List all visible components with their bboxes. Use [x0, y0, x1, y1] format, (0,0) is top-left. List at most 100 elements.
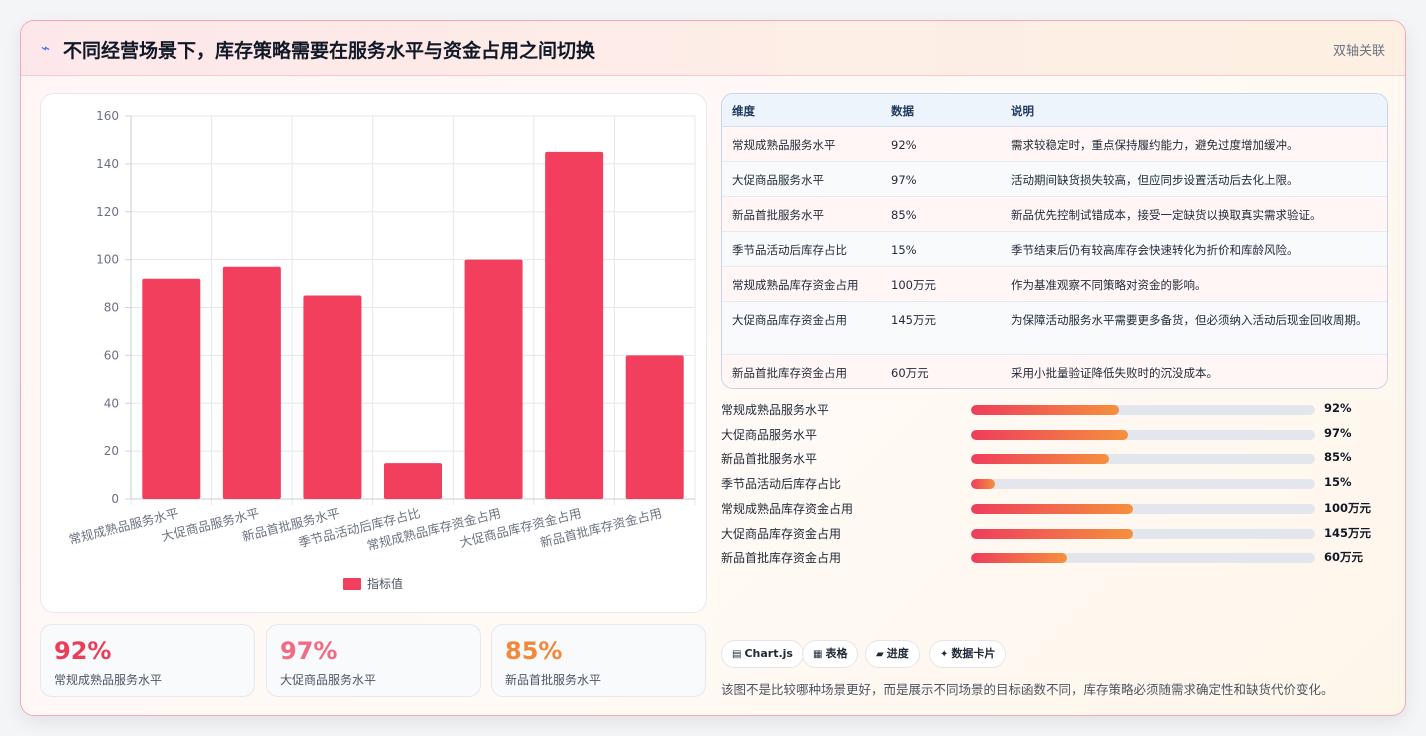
chip-table[interactable]: ▦ 表格	[802, 640, 859, 668]
progress-value: 60万元	[1324, 550, 1364, 564]
y-tick-label: 160	[96, 109, 119, 123]
header: ⌁ 不同经营场景下，库存策略需要在服务水平与资金占用之间切换 双轴关联	[21, 21, 1405, 76]
progress-value: 100万元	[1324, 501, 1372, 515]
y-tick-label: 40	[104, 396, 119, 410]
bar	[464, 259, 523, 499]
table-row: 新品首批服务水平 85% 新品优先控制试错成本，接受一定缺货以换取真实需求验证。	[722, 197, 1387, 232]
bar-chart: 020406080100120140160常规成熟品服务水平大促商品服务水平新品…	[67, 109, 696, 591]
cell-dimension: 大促商品服务水平	[732, 173, 824, 187]
cell-dimension: 大促商品库存资金占用	[732, 313, 847, 327]
cell-description: 采用小批量验证降低失败时的沉没成本。	[1011, 366, 1218, 380]
footnote: 该图不是比较哪种场景更好，而是展示不同场景的目标函数不同，库存策略必须随需求确定…	[721, 682, 1334, 697]
progress-track	[971, 454, 1315, 464]
page-title: 不同经营场景下，库存策略需要在服务水平与资金占用之间切换	[63, 40, 596, 62]
chip-chartjs[interactable]: ▤ Chart.js	[721, 640, 804, 668]
stat-value: 85%	[505, 637, 563, 665]
bar	[625, 355, 684, 499]
sparkle-icon: ✦	[940, 649, 949, 660]
chip-progress[interactable]: ▰ 进度	[865, 640, 920, 668]
table-row: 大促商品服务水平 97% 活动期间缺货损失较高，但应同步设置活动后去化上限。	[722, 162, 1387, 197]
progress-row: 季节品活动后库存占比 15%	[721, 473, 1381, 493]
bar-chart-panel: 0 20 40 60 80 100 120 140 160 常规成熟品服务水平 大促商品服务水平 新品…	[40, 93, 707, 613]
progress-value: 85%	[1324, 450, 1352, 464]
cell-description: 作为基准观察不同策略对资金的影响。	[1011, 278, 1207, 292]
cell-data: 60万元	[891, 366, 929, 380]
progress-track	[971, 504, 1315, 514]
cell-description: 活动期间缺货损失较高，但应同步设置活动后去化上限。	[1011, 173, 1299, 187]
column-header-description: 说明	[1011, 104, 1034, 118]
progress-fill	[971, 504, 1133, 514]
progress-row: 大促商品服务水平 97%	[721, 424, 1381, 444]
bar	[545, 151, 604, 499]
progress-value: 97%	[1324, 426, 1352, 440]
cell-data: 100万元	[891, 278, 936, 292]
legend-swatch	[343, 578, 361, 590]
progress-fill	[971, 553, 1068, 563]
progress-row: 常规成熟品库存资金占用 100万元	[721, 498, 1381, 518]
chip-data-cards[interactable]: ✦ 数据卡片	[929, 640, 1007, 668]
cell-data: 15%	[891, 243, 917, 257]
cell-data: 97%	[891, 173, 917, 187]
y-tick-label: 20	[104, 444, 119, 458]
table-row: 常规成熟品服务水平 92% 需求较稳定时，重点保持履约能力，避免过度增加缓冲。	[722, 127, 1387, 162]
y-tick-label: 100	[96, 253, 119, 267]
bar	[142, 278, 201, 499]
stat-label: 常规成熟品服务水平	[54, 673, 163, 687]
bar	[222, 266, 281, 499]
chip-label: 数据卡片	[951, 647, 996, 660]
progress-track	[971, 553, 1315, 563]
header-tag: 双轴关联	[1332, 44, 1385, 59]
progress-track	[971, 479, 1315, 489]
table-row: 大促商品库存资金占用 145万元 为保障活动服务水平需要更多备货，但必须纳入活动…	[722, 302, 1387, 355]
progress-track	[971, 430, 1315, 440]
y-tick-label: 60	[104, 348, 119, 362]
chip-label: 表格	[825, 647, 848, 660]
progress-label: 常规成熟品服务水平	[721, 403, 830, 417]
progress-label: 季节品活动后库存占比	[721, 477, 842, 491]
table-row: 新品首批库存资金占用 60万元 采用小批量验证降低失败时的沉没成本。	[722, 355, 1387, 388]
progress-label: 新品首批服务水平	[721, 452, 818, 466]
y-tick-label: 0	[111, 492, 119, 506]
progress-row: 新品首批库存资金占用 60万元	[721, 547, 1381, 567]
cell-description: 为保障活动服务水平需要更多备货，但必须纳入活动后现金回收周期。	[1011, 313, 1368, 327]
y-tick-label: 120	[96, 205, 119, 219]
cell-dimension: 新品首批服务水平	[732, 208, 824, 222]
chip-label: 进度	[886, 647, 909, 660]
chart-icon: ▤	[732, 649, 742, 660]
cell-data: 92%	[891, 138, 917, 152]
progress-row: 新品首批服务水平 85%	[721, 448, 1381, 468]
progress-label: 大促商品库存资金占用	[721, 527, 842, 541]
cell-description: 新品优先控制试错成本，接受一定缺货以换取真实需求验证。	[1011, 208, 1322, 222]
progress-row: 常规成熟品服务水平 92%	[721, 399, 1381, 419]
stat-value: 92%	[54, 637, 112, 665]
stat-card: 97% 大促商品服务水平	[266, 624, 481, 697]
progress-fill	[971, 529, 1133, 539]
stat-value: 97%	[280, 637, 338, 665]
cell-description: 需求较稳定时，重点保持履约能力，避免过度增加缓冲。	[1011, 138, 1299, 152]
progress-icon: ▰	[876, 649, 884, 660]
progress-fill	[971, 479, 996, 489]
column-header-data: 数据	[891, 104, 914, 118]
progress-value: 145万元	[1324, 526, 1372, 540]
cell-dimension: 新品首批库存资金占用	[732, 366, 847, 380]
cell-dimension: 季节品活动后库存占比	[732, 243, 847, 257]
bar	[383, 463, 443, 499]
progress-label: 大促商品服务水平	[721, 428, 818, 442]
cell-description: 季节结束后仍有较高库存会快速转化为折价和库龄风险。	[1011, 243, 1299, 257]
column-header-dimension: 维度	[732, 104, 755, 118]
progress-value: 92%	[1324, 401, 1352, 415]
stat-card: 92% 常规成熟品服务水平	[40, 624, 255, 697]
progress-label: 新品首批库存资金占用	[721, 551, 842, 565]
progress-value: 15%	[1324, 475, 1352, 489]
progress-fill	[971, 405, 1119, 415]
table-header: 维度 数据 说明	[722, 94, 1387, 127]
progress-row: 大促商品库存资金占用 145万元	[721, 523, 1381, 543]
cell-dimension: 常规成熟品服务水平	[732, 138, 836, 152]
cell-dimension: 常规成熟品库存资金占用	[732, 278, 859, 292]
y-tick-label: 80	[104, 301, 119, 315]
stat-label: 新品首批服务水平	[505, 673, 602, 687]
progress-fill	[971, 430, 1128, 440]
table-row: 常规成熟品库存资金占用 100万元 作为基准观察不同策略对资金的影响。	[722, 267, 1387, 302]
y-tick-label: 140	[96, 157, 119, 171]
stat-card: 85% 新品首批服务水平	[491, 624, 706, 697]
